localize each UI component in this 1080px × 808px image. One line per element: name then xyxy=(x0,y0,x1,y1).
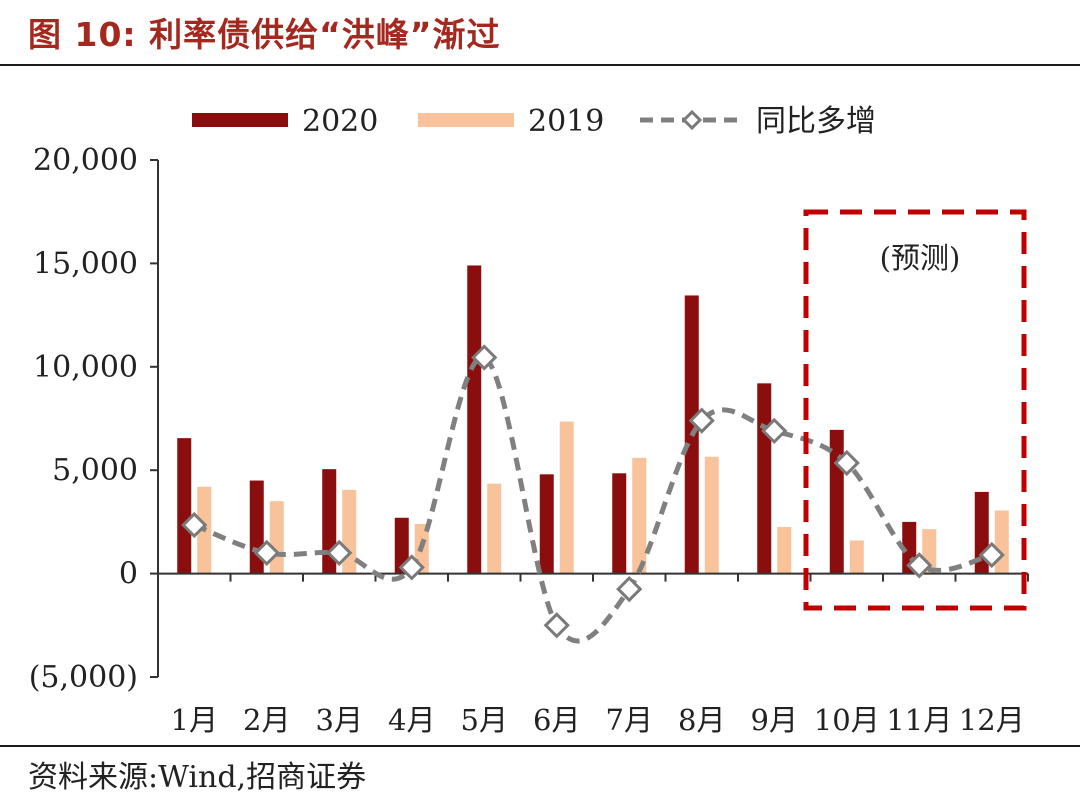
x-tick-label: 10月 xyxy=(814,703,880,737)
yoy-point xyxy=(543,612,570,639)
y-tick-label: 5,000 xyxy=(52,453,138,488)
yoy-point xyxy=(833,449,860,477)
bar-2020 xyxy=(539,474,554,574)
source-note: 资料来源:Wind,招商证券 xyxy=(28,760,367,795)
legend: 2020 2019 同比多增 xyxy=(192,104,876,139)
yoy-point xyxy=(181,511,208,539)
x-tick-label: 9月 xyxy=(751,703,798,737)
bar-2019 xyxy=(994,510,1009,574)
forecast-label: (预测) xyxy=(880,241,961,275)
bar-2020 xyxy=(177,438,192,574)
x-tick-label: 7月 xyxy=(606,703,653,737)
y-axis: (5,000) 0 5,000 10,000 15,000 20,000 xyxy=(29,143,159,695)
x-tick-label: 6月 xyxy=(533,703,580,737)
yoy-point xyxy=(978,541,1005,569)
bar-2019 xyxy=(632,457,647,574)
y-tick-label: 15,000 xyxy=(33,246,138,281)
y-tick-label: 10,000 xyxy=(33,350,138,385)
forecast-box-border xyxy=(803,209,1027,611)
legend-label-yoy: 同比多增 xyxy=(756,104,876,139)
y-tick-label: 20,000 xyxy=(33,143,138,178)
bar-2019 xyxy=(704,456,719,574)
bar-2020 xyxy=(829,429,844,574)
legend-swatch-2019 xyxy=(418,113,514,127)
x-tick-label: 3月 xyxy=(316,703,363,737)
figure-title: 图 10: 利率债供给“洪峰”渐过 xyxy=(28,15,501,54)
yoy-point xyxy=(326,539,353,567)
x-tick-label: 12月 xyxy=(959,703,1025,737)
chart-svg: 2020 2019 同比多增 (5,000) 0 5,000 10,000 15,000 20… xyxy=(29,104,1029,737)
yoy-point xyxy=(906,552,933,579)
forecast-box: (预测) xyxy=(803,209,1027,611)
legend-swatch-yoy-marker xyxy=(681,109,703,131)
yoy-point xyxy=(471,344,498,371)
legend-label-2020: 2020 xyxy=(302,104,378,139)
bar-2019 xyxy=(777,527,792,574)
x-tick-label: 5月 xyxy=(461,703,508,737)
bar-2020 xyxy=(394,517,409,574)
x-tick-label: 1月 xyxy=(171,703,218,737)
bar-2019 xyxy=(487,483,502,574)
bar-2019 xyxy=(269,501,284,574)
yoy-point xyxy=(253,539,280,567)
bars xyxy=(177,265,1009,574)
bar-2019 xyxy=(849,540,864,574)
yoy-point xyxy=(398,554,425,581)
bar-2020 xyxy=(612,473,627,574)
bar-2019 xyxy=(342,489,357,574)
yoy-point xyxy=(688,407,715,434)
y-tick-label: (5,000) xyxy=(29,660,138,695)
x-tick-label: 8月 xyxy=(678,703,725,737)
bottom-divider xyxy=(0,745,1080,747)
legend-label-2019: 2019 xyxy=(528,104,604,139)
bar-2019 xyxy=(559,421,574,574)
yoy-point xyxy=(616,575,643,603)
bar-2020 xyxy=(467,265,482,574)
yoy-point xyxy=(761,417,788,445)
x-tick-label: 2月 xyxy=(243,703,290,737)
x-axis: 1月 2月 3月 4月 5月 6月 7月 8月 9月 10月 11月 12月 xyxy=(157,572,1029,737)
yoy-line-path xyxy=(193,354,993,644)
yoy-line xyxy=(181,344,1005,644)
x-tick-label: 11月 xyxy=(886,703,952,737)
x-tick-label: 4月 xyxy=(388,703,435,737)
y-tick-label: 0 xyxy=(119,557,138,592)
top-divider xyxy=(0,64,1080,66)
bar-2020 xyxy=(757,383,772,574)
legend-swatch-2020 xyxy=(192,113,288,127)
